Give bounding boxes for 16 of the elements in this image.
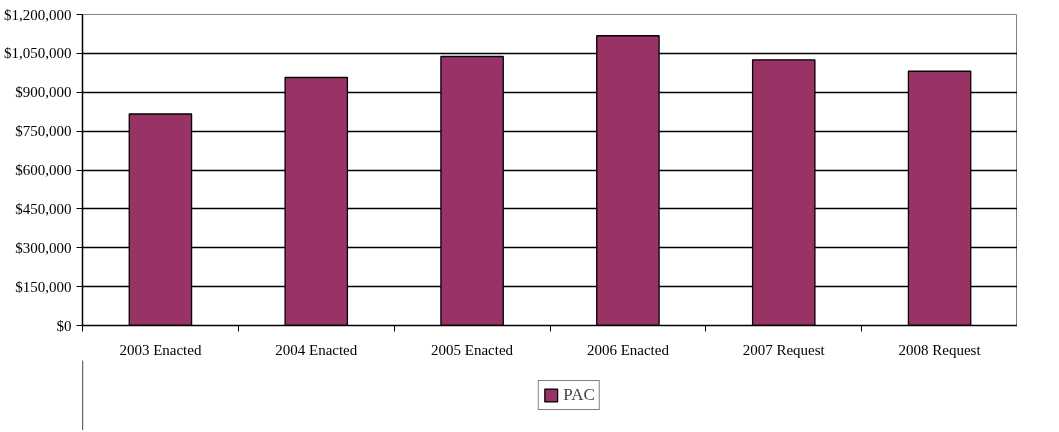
x-tick-label: 2006 Enacted [586,341,670,358]
y-tick-label: $0 [56,317,72,334]
x-tick-label: 2003 Enacted [119,341,202,358]
x-tick-label: 2005 Enacted [431,341,514,358]
y-tick-label: $1,050,000 [4,45,72,62]
y-tick-label: $600,000 [15,162,72,178]
y-tick-label: $300,000 [15,239,72,256]
x-tick-label: 2007 Request [742,341,826,358]
x-tick-label: 2008 Request [898,341,982,358]
x-tick-label: 2004 Enacted [275,341,358,358]
y-tick-label: $450,000 [15,200,72,217]
y-tick-label: $1,200,000 [4,6,72,23]
legend-label: PAC [563,385,595,405]
y-tick-label: $750,000 [15,123,72,140]
y-tick-label: $900,000 [15,84,72,101]
y-tick-label: $150,000 [15,278,72,295]
